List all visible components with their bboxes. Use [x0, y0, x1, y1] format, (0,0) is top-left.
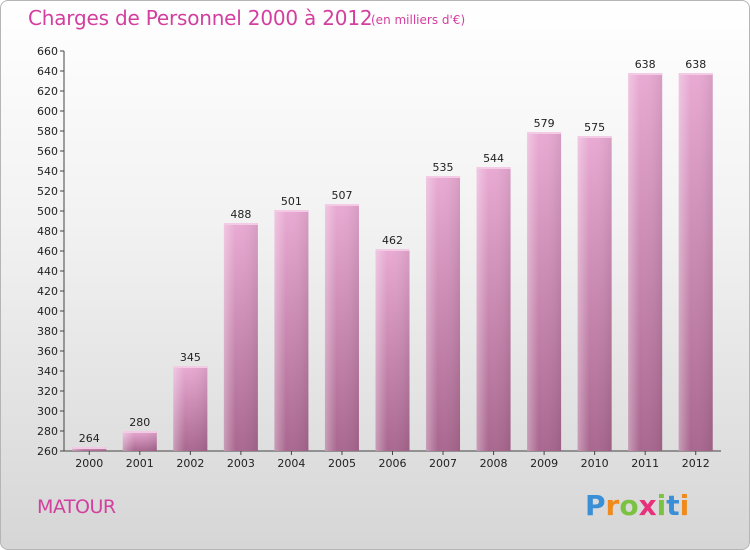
y-tick-label: 560 [37, 145, 58, 158]
x-tick-label: 2010 [581, 457, 609, 470]
y-tick-label: 360 [37, 345, 58, 358]
bar-top-2008 [476, 167, 511, 169]
data-label-2002: 345 [180, 351, 201, 364]
bar-shade-2003 [223, 223, 258, 451]
data-labels: 264 280 345 488 501 507 462 535 544 579 575 638 638 [79, 58, 706, 445]
logo-letter: r [605, 489, 620, 522]
logo-letter: o [619, 489, 639, 522]
data-label-2004: 501 [281, 195, 302, 208]
data-label-2003: 488 [230, 208, 251, 221]
x-tick-label: 2012 [682, 457, 710, 470]
y-tick-label: 620 [37, 85, 58, 98]
y-tick-label: 420 [37, 285, 58, 298]
y-tick-label: 380 [37, 325, 58, 338]
x-tick-label: 2006 [379, 457, 407, 470]
logo-letter: i [656, 489, 667, 522]
bar-shade-2010 [577, 136, 612, 451]
bar-shade-2002 [173, 366, 208, 451]
y-tick-label: 660 [37, 45, 58, 58]
y-tick-label: 460 [37, 245, 58, 258]
data-label-2011: 638 [635, 58, 656, 71]
x-tick-label: 2008 [480, 457, 508, 470]
y-tick-label: 640 [37, 65, 58, 78]
x-tick-label: 2005 [328, 457, 356, 470]
bar-shade-2006 [375, 249, 410, 451]
chart-subtitle: (en milliers d'€) [371, 13, 466, 27]
bar-top-2004 [274, 210, 309, 212]
y-tick-label: 260 [37, 445, 58, 458]
bar-top-2011 [628, 73, 663, 75]
logo-letter: P [585, 489, 606, 522]
data-label-2009: 579 [534, 117, 555, 130]
y-tick-label: 340 [37, 365, 58, 378]
data-label-2006: 462 [382, 234, 403, 247]
chart-title: Charges de Personnel 2000 à 2012 [28, 6, 373, 30]
x-tick-label: 2001 [126, 457, 154, 470]
bars [72, 73, 713, 451]
y-tick-label: 500 [37, 205, 58, 218]
bar-top-2005 [324, 204, 359, 206]
data-label-2005: 507 [331, 189, 352, 202]
x-tick-label: 2000 [75, 457, 103, 470]
bar-shade-2011 [628, 73, 663, 451]
bar-top-2010 [577, 136, 612, 138]
x-tick-label: 2007 [429, 457, 457, 470]
bar-shade-2012 [678, 73, 713, 451]
data-label-2010: 575 [584, 121, 605, 134]
y-tick-label: 300 [37, 405, 58, 418]
x-tick-label: 2011 [631, 457, 659, 470]
data-label-2007: 535 [433, 161, 454, 174]
bar-shade-2005 [324, 204, 359, 451]
y-tick-label: 540 [37, 165, 58, 178]
bar-shade-2001 [122, 431, 157, 451]
x-tick-label: 2002 [176, 457, 204, 470]
bar-top-2003 [223, 223, 258, 225]
data-label-2008: 544 [483, 152, 504, 165]
bar-shade-2009 [527, 132, 562, 451]
commune-name: MATOUR [37, 496, 116, 518]
logo-letter: x [638, 489, 657, 522]
logo-letter: i [679, 489, 690, 522]
logo-letter: t [666, 489, 680, 522]
x-tick-label: 2003 [227, 457, 255, 470]
bar-top-2000 [72, 447, 107, 449]
bar-top-2009 [527, 132, 562, 134]
bar-shade-2007 [426, 176, 461, 451]
y-tick-label: 580 [37, 125, 58, 138]
y-tick-label: 600 [37, 105, 58, 118]
y-tick-label: 440 [37, 265, 58, 278]
x-tick-label: 2009 [530, 457, 558, 470]
bar-shade-2008 [476, 167, 511, 451]
axes: 260 280 300 320 340 360 380 400 420 440 460 480 500 5… [37, 45, 721, 470]
y-tick-label: 520 [37, 185, 58, 198]
bar-shade-2004 [274, 210, 309, 451]
y-tick-label: 480 [37, 225, 58, 238]
bar-top-2007 [426, 176, 461, 178]
data-label-2000: 264 [79, 432, 100, 445]
bar-top-2001 [122, 431, 157, 433]
bar-top-2006 [375, 249, 410, 251]
x-tick-label: 2004 [277, 457, 305, 470]
proxiti-logo: Proxiti [585, 489, 689, 522]
bar-top-2002 [173, 366, 208, 368]
y-tick-label: 280 [37, 425, 58, 438]
data-label-2012: 638 [685, 58, 706, 71]
y-tick-label: 320 [37, 385, 58, 398]
data-label-2001: 280 [129, 416, 150, 429]
y-tick-label: 400 [37, 305, 58, 318]
bar-top-2012 [678, 73, 713, 75]
